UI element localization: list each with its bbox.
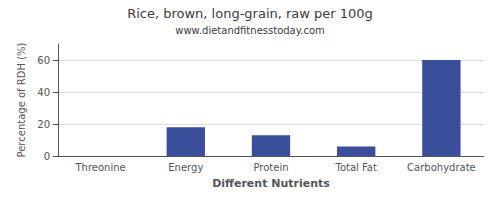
svg-text:www.dietandfitnesstoday.com: www.dietandfitnesstoday.com xyxy=(175,25,324,36)
svg-text:Protein: Protein xyxy=(253,162,288,173)
svg-text:40: 40 xyxy=(37,87,50,98)
svg-text:0: 0 xyxy=(44,151,50,162)
svg-text:Energy: Energy xyxy=(168,162,203,173)
svg-text:Different Nutrients: Different Nutrients xyxy=(212,177,330,190)
svg-text:60: 60 xyxy=(37,55,50,66)
svg-text:Carbohydrate: Carbohydrate xyxy=(407,162,476,173)
svg-text:Percentage of RDH (%): Percentage of RDH (%) xyxy=(16,42,27,157)
svg-text:Threonine: Threonine xyxy=(74,162,125,173)
svg-text:Total Fat: Total Fat xyxy=(334,162,376,173)
svg-text:20: 20 xyxy=(37,119,50,130)
svg-text:Rice, brown, long-grain, raw p: Rice, brown, long-grain, raw per 100g xyxy=(127,6,373,21)
